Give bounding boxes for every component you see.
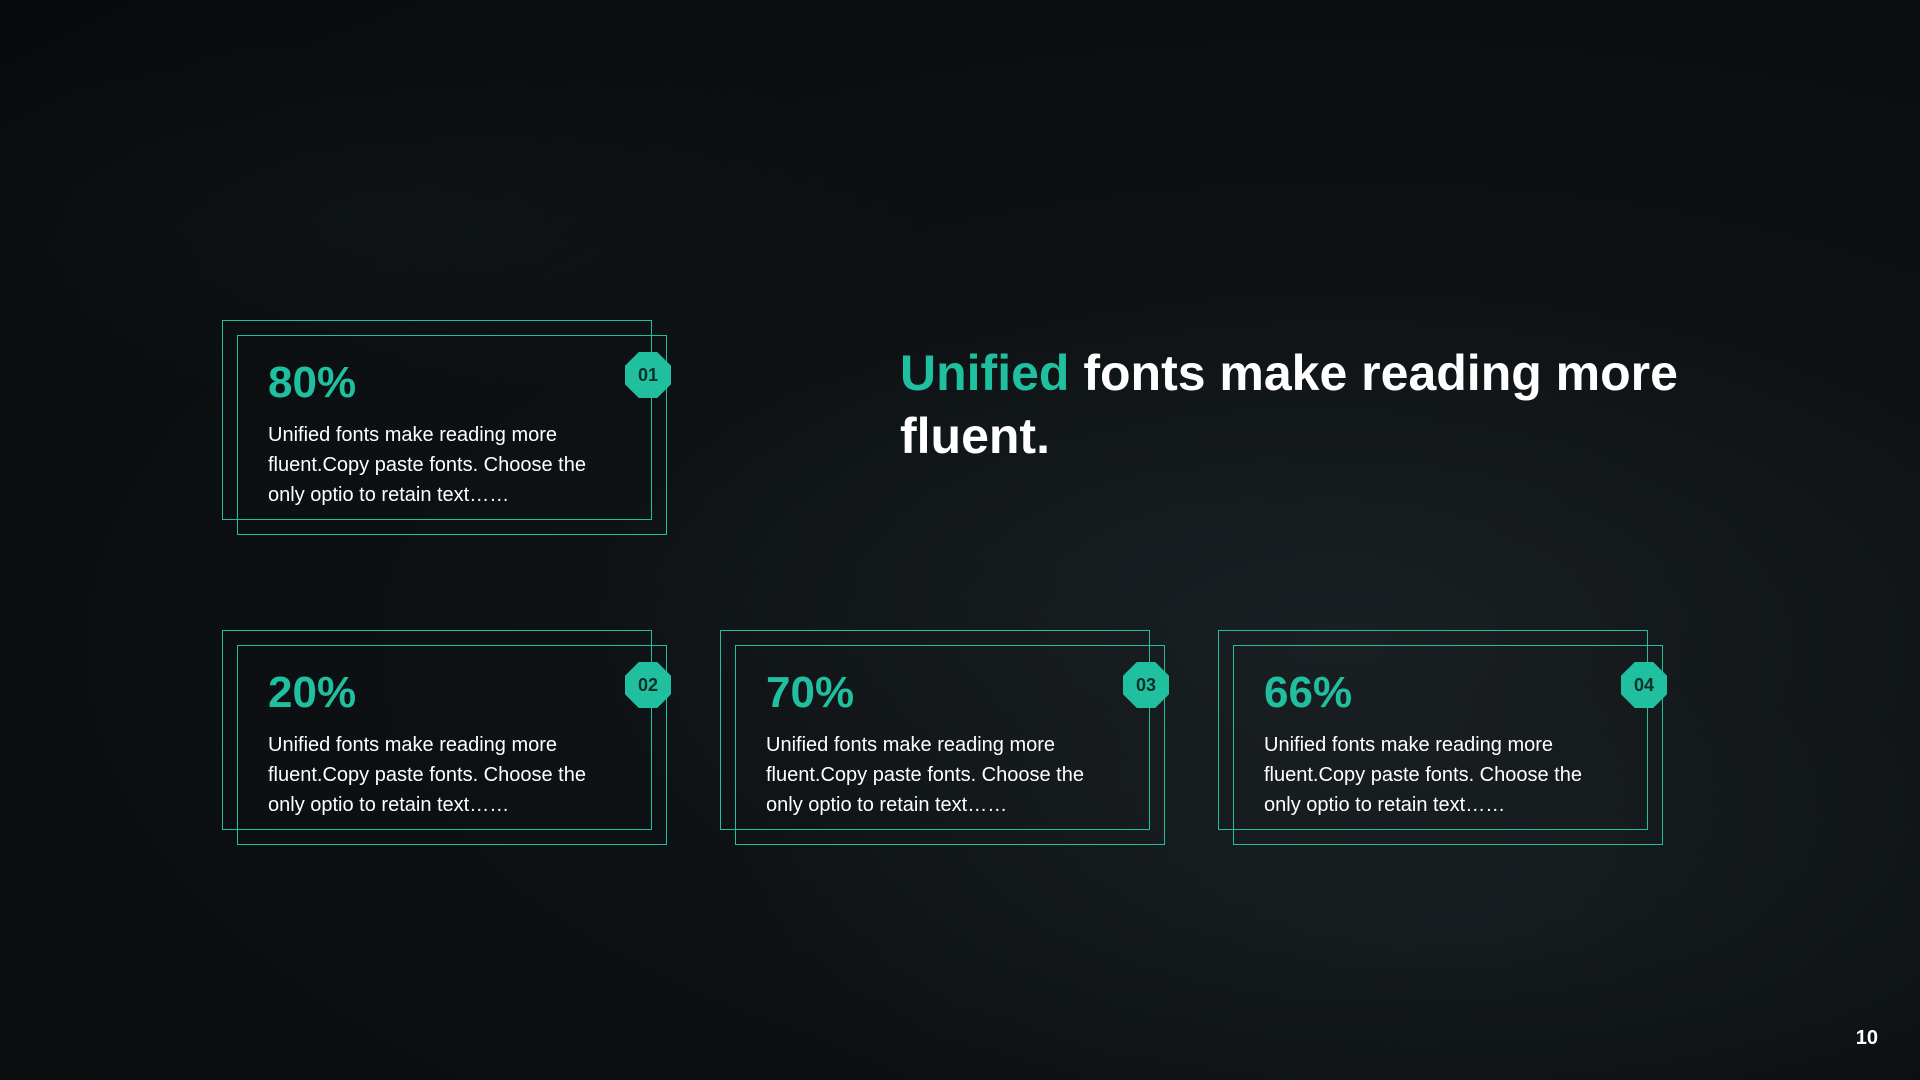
stat-percent: 70% — [766, 668, 1134, 718]
stat-card-1: 80% Unified fonts make reading more flue… — [222, 320, 667, 535]
stat-badge: 02 — [625, 662, 671, 708]
stat-badge: 01 — [625, 352, 671, 398]
card-inner-frame: 66% Unified fonts make reading more flue… — [1233, 645, 1663, 845]
headline-accent: Unified — [900, 345, 1069, 401]
stat-percent: 20% — [268, 668, 636, 718]
stat-card-4: 66% Unified fonts make reading more flue… — [1218, 630, 1663, 845]
card-inner-frame: 70% Unified fonts make reading more flue… — [735, 645, 1165, 845]
stat-badge: 03 — [1123, 662, 1169, 708]
stat-badge: 04 — [1621, 662, 1667, 708]
card-inner-frame: 20% Unified fonts make reading more flue… — [237, 645, 667, 845]
stat-description: Unified fonts make reading more fluent.C… — [268, 420, 628, 510]
stat-percent: 66% — [1264, 668, 1632, 718]
headline: Unified fonts make reading more fluent. — [900, 342, 1800, 467]
stat-percent: 80% — [268, 358, 636, 408]
stat-description: Unified fonts make reading more fluent.C… — [268, 730, 628, 820]
card-inner-frame: 80% Unified fonts make reading more flue… — [237, 335, 667, 535]
stat-description: Unified fonts make reading more fluent.C… — [766, 730, 1126, 820]
page-number: 10 — [1856, 1027, 1878, 1050]
stat-description: Unified fonts make reading more fluent.C… — [1264, 730, 1624, 820]
stat-card-3: 70% Unified fonts make reading more flue… — [720, 630, 1165, 845]
slide: Unified fonts make reading more fluent. … — [0, 0, 1920, 1080]
stat-card-2: 20% Unified fonts make reading more flue… — [222, 630, 667, 845]
